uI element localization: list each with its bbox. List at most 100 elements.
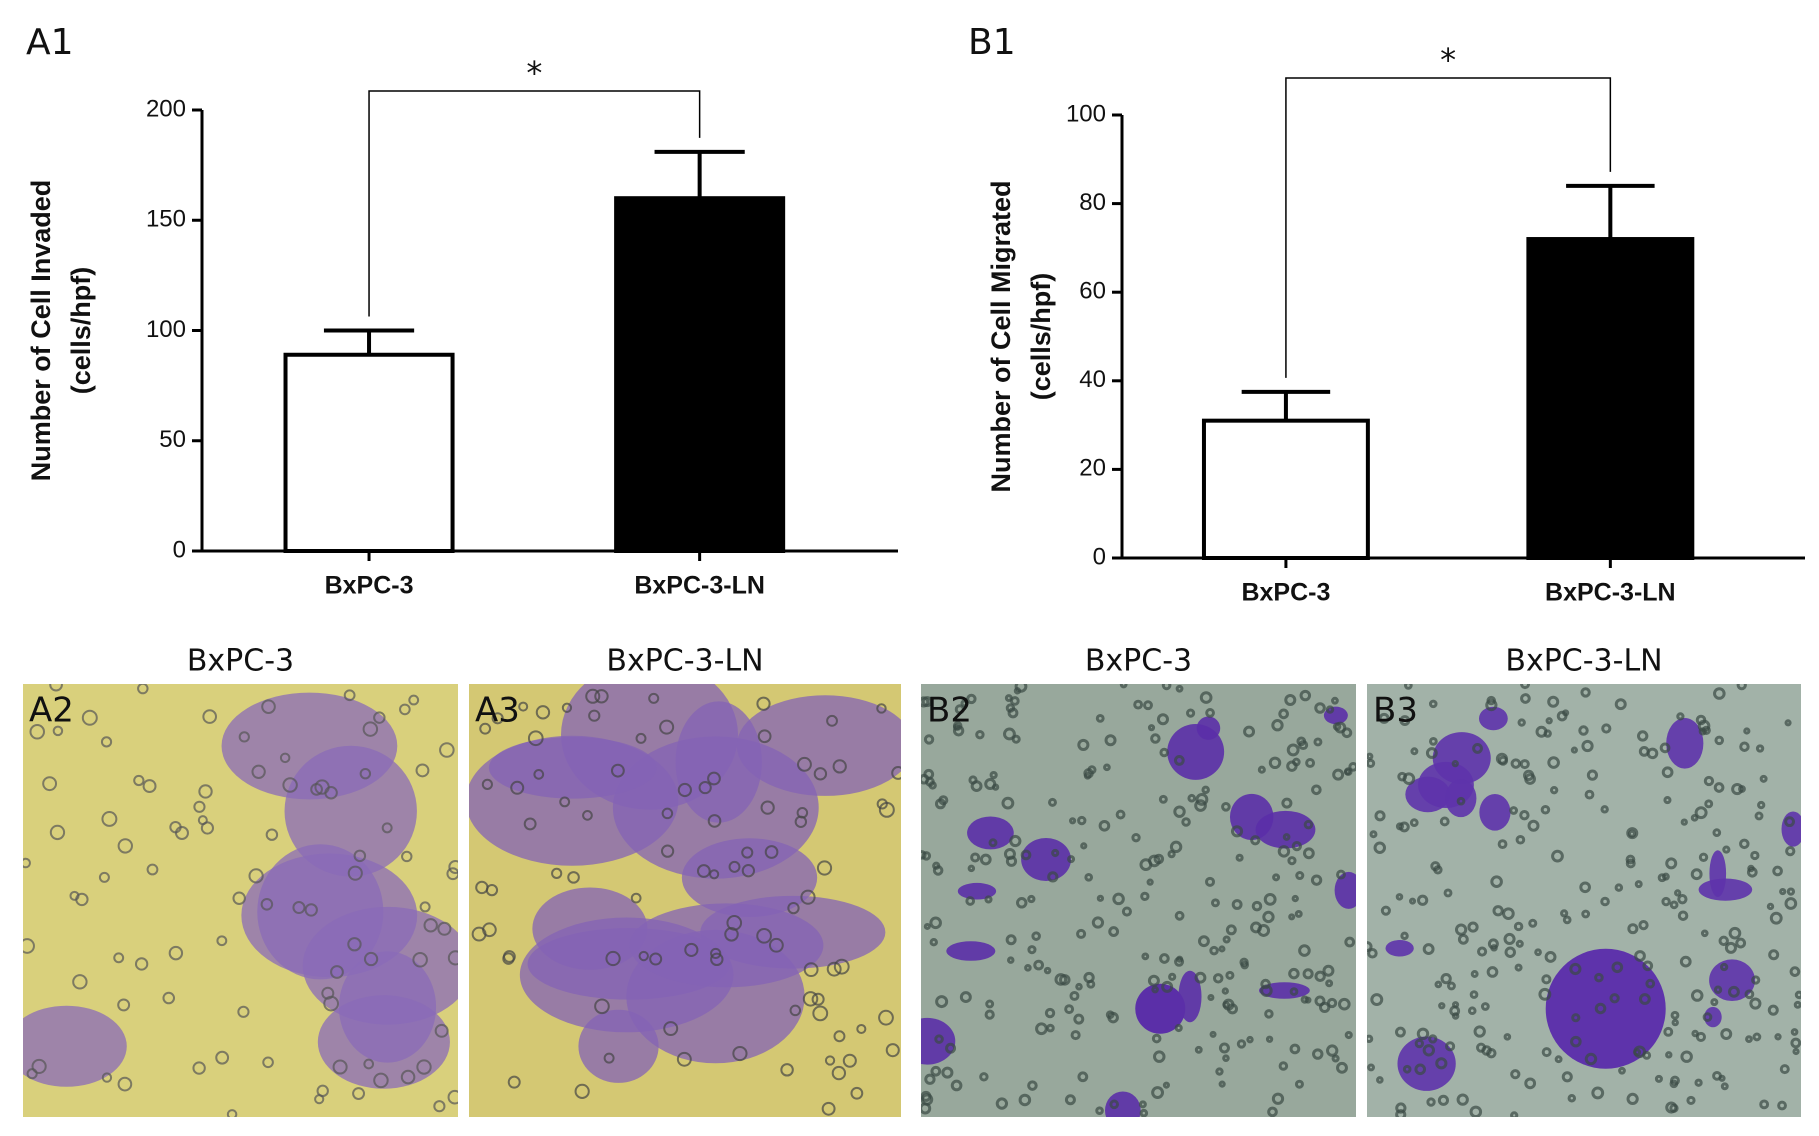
pore <box>1243 725 1256 738</box>
pore <box>970 852 981 863</box>
pore <box>921 851 932 861</box>
pore <box>1141 952 1150 961</box>
pore <box>1520 684 1531 690</box>
pore <box>1447 981 1456 991</box>
pore <box>1600 896 1610 907</box>
pore <box>826 714 838 727</box>
pore <box>412 952 428 968</box>
pore <box>1727 985 1740 998</box>
pore <box>1047 871 1059 883</box>
pore <box>1581 909 1591 919</box>
pore <box>1146 878 1154 886</box>
pore <box>1284 694 1297 707</box>
pore <box>1545 717 1553 725</box>
pore <box>1690 814 1699 822</box>
pore <box>23 938 35 954</box>
pore <box>1680 1050 1693 1063</box>
pore <box>1679 955 1692 968</box>
pore <box>1367 947 1378 959</box>
cell-cluster <box>1105 1091 1141 1117</box>
pore <box>1289 987 1299 996</box>
y-tick-label: 0 <box>1093 543 1106 570</box>
pore <box>1724 941 1737 954</box>
pore <box>1747 864 1755 873</box>
pore <box>1669 1079 1679 1089</box>
pore <box>1199 691 1213 704</box>
pore <box>1194 971 1207 984</box>
pore <box>1594 972 1604 983</box>
pore <box>373 1072 389 1089</box>
pore <box>419 901 431 913</box>
pore <box>1222 1054 1230 1062</box>
pore <box>481 778 493 790</box>
panel-label: B1 <box>968 22 1016 63</box>
pore <box>447 1089 458 1105</box>
pore <box>796 807 809 819</box>
y-tick-label: 60 <box>1079 278 1106 305</box>
pore <box>1303 819 1314 830</box>
pore <box>1265 1035 1274 1043</box>
pore <box>72 974 88 990</box>
pore <box>677 782 692 798</box>
pore <box>966 693 977 705</box>
cell-cluster <box>488 736 657 799</box>
pore <box>1282 833 1291 841</box>
pore <box>401 850 413 863</box>
pore <box>399 703 411 716</box>
pore <box>856 1023 867 1035</box>
pore <box>1551 849 1564 863</box>
pore <box>192 1061 206 1075</box>
pore <box>1768 949 1780 961</box>
pore <box>934 1034 944 1044</box>
pore <box>741 864 756 878</box>
pore <box>768 937 784 953</box>
pore <box>1581 739 1594 753</box>
pore <box>1348 761 1356 772</box>
pore <box>1712 1070 1722 1081</box>
y-tick-label: 200 <box>146 95 186 122</box>
pore <box>1515 834 1526 845</box>
cell-cluster <box>1334 871 1356 909</box>
pore <box>1080 842 1088 850</box>
pore <box>1043 966 1052 975</box>
pore <box>757 729 772 744</box>
pore <box>811 992 825 1006</box>
pore <box>1139 1108 1149 1117</box>
pore <box>588 709 601 722</box>
pore <box>1661 766 1674 779</box>
pore <box>1451 1001 1460 1009</box>
pore <box>1774 1033 1782 1041</box>
micrograph: A2 <box>23 684 458 1117</box>
pore <box>1218 1042 1230 1054</box>
pore <box>1051 848 1060 858</box>
pore <box>1148 854 1161 868</box>
pore <box>605 950 621 967</box>
pore <box>1173 755 1185 766</box>
pore <box>1665 857 1678 870</box>
pore <box>1769 911 1783 925</box>
pore <box>988 838 998 848</box>
pore <box>630 892 642 904</box>
pore <box>1547 756 1560 769</box>
pore <box>1278 1061 1289 1071</box>
pore <box>1435 1057 1448 1070</box>
pore <box>965 896 976 906</box>
pore <box>1785 846 1796 857</box>
pore <box>1625 854 1636 865</box>
pore <box>1035 1022 1048 1036</box>
pore <box>1485 698 1498 712</box>
pore <box>1524 1077 1537 1090</box>
cell-cluster <box>532 887 648 970</box>
cell-cluster <box>957 882 997 900</box>
pore <box>1752 1032 1762 1042</box>
pore <box>648 692 660 704</box>
pore <box>1257 924 1271 937</box>
pore <box>1784 816 1795 828</box>
pore <box>507 1075 521 1089</box>
pore <box>594 998 610 1015</box>
pore <box>764 845 779 859</box>
pore <box>423 918 438 933</box>
pore <box>1131 833 1141 843</box>
pore <box>1005 934 1017 946</box>
pore <box>923 768 935 780</box>
